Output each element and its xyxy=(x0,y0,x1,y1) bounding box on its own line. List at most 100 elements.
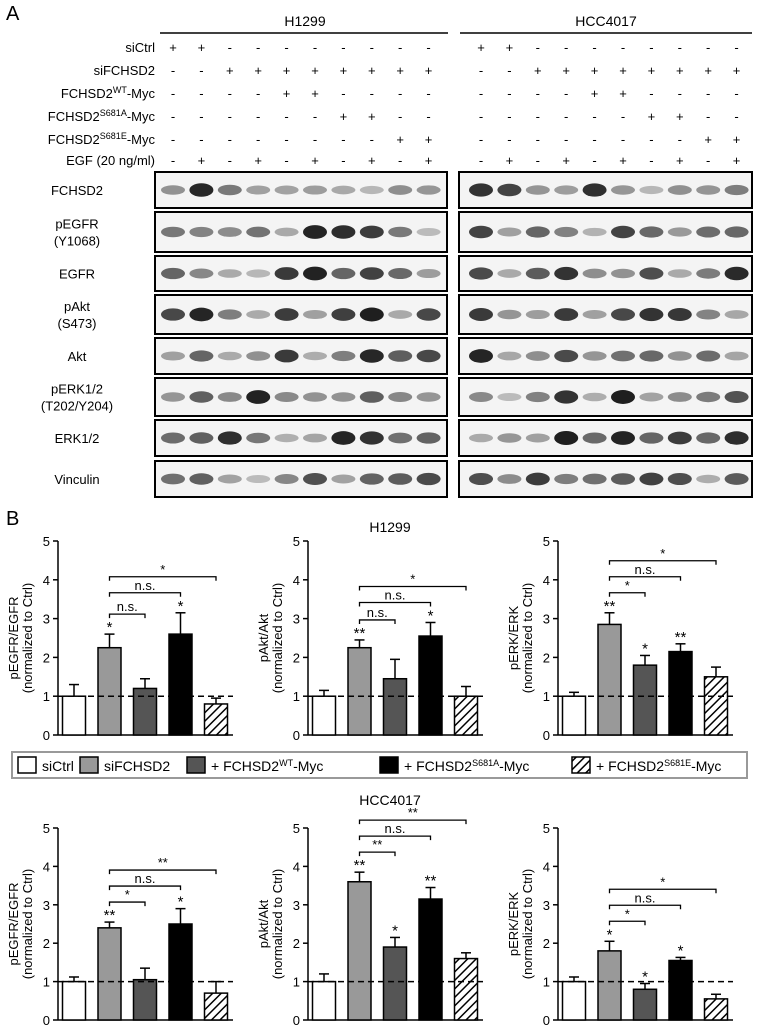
condition-sign: - xyxy=(734,40,738,55)
comparison-label: n.s. xyxy=(385,821,406,836)
condition-sign: - xyxy=(370,132,374,147)
blot-band xyxy=(667,308,692,321)
comparison-label: * xyxy=(125,887,130,902)
blot-band xyxy=(303,185,327,195)
blot-band xyxy=(696,309,721,320)
blot-band xyxy=(696,226,721,238)
comparison-label: n.s. xyxy=(367,605,388,620)
condition-sign: - xyxy=(479,109,483,124)
label-text: + FCHSD2 xyxy=(596,758,664,774)
condition-sign: - xyxy=(228,132,232,147)
blot-band xyxy=(582,309,607,320)
condition-sign: + xyxy=(254,63,262,78)
comparison-bracket xyxy=(608,904,682,910)
blot-band xyxy=(724,431,749,445)
bar xyxy=(311,695,337,736)
condition-sign: + xyxy=(283,63,291,78)
blot-band xyxy=(639,307,664,322)
y-tick-label: 3 xyxy=(543,612,550,627)
y-tick-label: 1 xyxy=(43,975,50,990)
blot-band xyxy=(161,308,185,321)
blot-band xyxy=(611,268,635,279)
comparison-bracket xyxy=(108,885,182,891)
bar xyxy=(203,703,229,736)
bar xyxy=(561,695,587,736)
blot-band xyxy=(189,350,214,362)
comparison-label: * xyxy=(410,571,415,586)
blot-band xyxy=(359,225,384,239)
bar xyxy=(632,988,658,1021)
y-tick-label: 5 xyxy=(43,534,50,549)
blot-band xyxy=(667,472,692,486)
blot-band xyxy=(217,227,242,237)
blot-band xyxy=(388,226,413,238)
blot-band xyxy=(416,268,441,279)
blot-band xyxy=(189,226,214,238)
y-tick-label: 0 xyxy=(543,1013,550,1028)
condition-sign: + xyxy=(619,153,627,168)
y-tick-label: 0 xyxy=(293,1013,300,1028)
condition-sign: + xyxy=(733,153,741,168)
comparison-label: ** xyxy=(372,837,382,852)
y-tick-label: 5 xyxy=(543,821,550,836)
comparison-bracket xyxy=(358,851,396,857)
blot-band xyxy=(246,269,271,278)
y-axis-label: pAkt/Akt xyxy=(256,613,271,662)
condition-sign: - xyxy=(734,86,738,101)
condition-sign: - xyxy=(199,132,203,147)
condition-sign: - xyxy=(171,153,175,168)
significance-label: * xyxy=(392,922,398,939)
condition-label: FCHSD2WT-Myc xyxy=(61,85,156,101)
blot-band xyxy=(497,183,522,197)
label-text: FCHSD2 xyxy=(48,132,100,147)
blot-band xyxy=(246,390,271,404)
blot-band xyxy=(274,308,299,321)
blot-label: Vinculin xyxy=(54,472,99,487)
condition-sign: - xyxy=(507,86,511,101)
condition-sign: - xyxy=(592,40,596,55)
blot-band xyxy=(582,392,607,402)
blot-label: ERK1/2 xyxy=(55,431,100,446)
condition-sign: - xyxy=(536,109,540,124)
blot-band xyxy=(359,307,384,322)
blot-band xyxy=(274,392,299,402)
blot-band xyxy=(696,350,721,362)
blot-band xyxy=(724,391,749,403)
condition-sign: - xyxy=(341,40,345,55)
row-title: HCC4017 xyxy=(359,792,421,808)
condition-sign: - xyxy=(564,40,568,55)
blot-band xyxy=(667,351,692,361)
condition-sign: + xyxy=(591,86,599,101)
cell-line-title: H1299 xyxy=(284,13,325,29)
bar xyxy=(61,980,87,1021)
blot-band xyxy=(217,431,242,445)
bar xyxy=(668,959,693,1021)
blot-label: (T202/Y204) xyxy=(41,399,113,414)
condition-sign: - xyxy=(649,153,653,168)
blot-label: (Y1068) xyxy=(54,234,100,249)
y-tick-label: 5 xyxy=(293,534,300,549)
blot-band xyxy=(331,267,356,280)
comparison-bracket xyxy=(358,835,432,841)
condition-sign: - xyxy=(536,40,540,55)
blot-label: FCHSD2 xyxy=(51,183,103,198)
bar xyxy=(347,646,372,736)
label-text: + FCHSD2 xyxy=(404,758,472,774)
condition-sign: - xyxy=(592,109,596,124)
y-tick-label: 4 xyxy=(43,573,50,588)
blot-band xyxy=(639,226,664,238)
comparison-label: n.s. xyxy=(635,562,656,577)
blot-band xyxy=(246,185,271,195)
blot-band xyxy=(189,268,214,279)
legend-box xyxy=(11,751,748,779)
condition-sign: + xyxy=(676,63,684,78)
blot-band xyxy=(639,472,664,486)
blot-band xyxy=(303,309,327,320)
condition-sign: - xyxy=(564,109,568,124)
blot-band xyxy=(611,350,635,362)
blot-band xyxy=(274,185,299,195)
y-tick-label: 1 xyxy=(293,975,300,990)
blot-band xyxy=(303,266,327,281)
y-tick-label: 1 xyxy=(543,689,550,704)
condition-sign: + xyxy=(676,109,684,124)
